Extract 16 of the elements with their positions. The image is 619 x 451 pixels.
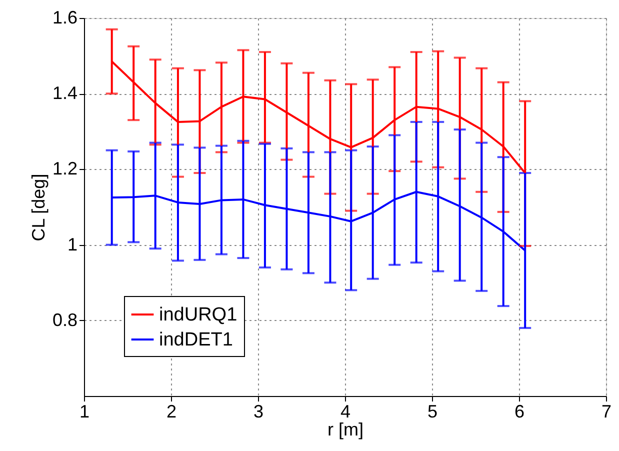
x-axis-title: r [m] [328,420,364,440]
y-tick-label: 1 [67,234,78,254]
y-axis-title: CL [deg] [28,174,48,242]
x-tick-label: 4 [340,402,351,422]
y-tick-label: 1.6 [52,8,78,28]
x-tick-label: 7 [601,402,612,422]
x-tick-label: 5 [427,402,438,422]
legend-label: indDET1 [159,330,233,350]
x-tick-label: 6 [514,402,525,422]
y-tick-label: 0.8 [52,310,78,330]
x-tick-label: 3 [253,402,264,422]
y-tick-label: 1.4 [52,83,78,104]
x-tick-label: 2 [166,402,177,422]
y-tick-label: 1.2 [52,158,78,179]
legend-label: indURQ1 [159,304,238,326]
x-tick-label: 1 [79,402,90,422]
